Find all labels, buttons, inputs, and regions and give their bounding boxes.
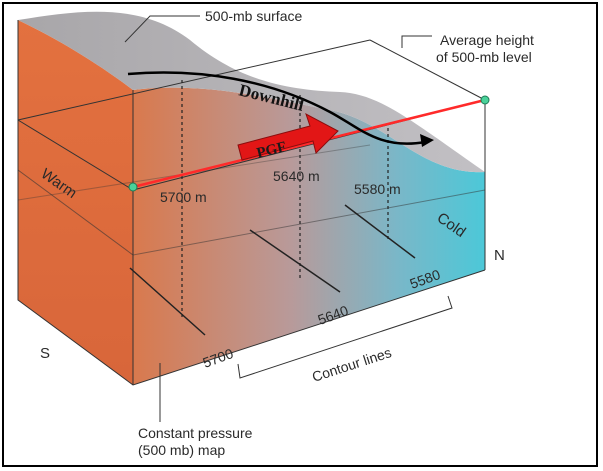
surface-label: 500-mb surface: [205, 8, 302, 24]
south-label: S: [40, 345, 50, 362]
pgf-label: PGF: [255, 139, 288, 162]
500mb-surface: [18, 11, 485, 173]
pgf-arrow: [237, 112, 339, 161]
map-label-2: (500 mb) map: [138, 442, 225, 458]
callout-leaders: [124, 15, 453, 422]
dashed-drop-lines: [181, 80, 389, 318]
average-height-label-2: of 500-mb level: [436, 49, 532, 65]
average-height-label-1: Average height: [440, 32, 534, 48]
cold-endpoint-dot: [480, 95, 490, 105]
map-label-1: Constant pressure: [138, 425, 253, 441]
warm-endpoint-dot: [128, 182, 138, 192]
downhill-arrow: [127, 71, 426, 145]
front-face: [133, 87, 485, 385]
north-label: N: [494, 247, 505, 264]
downhill-arrowhead: [420, 134, 434, 147]
contour-lines-map: [129, 204, 416, 336]
warm-side-face: [18, 20, 133, 385]
pgf-connector-line: [132, 98, 486, 189]
height-5640-label: 5640 m: [273, 168, 320, 184]
height-5700-label: 5700 m: [160, 189, 207, 205]
height-5580-label: 5580 m: [354, 181, 401, 197]
